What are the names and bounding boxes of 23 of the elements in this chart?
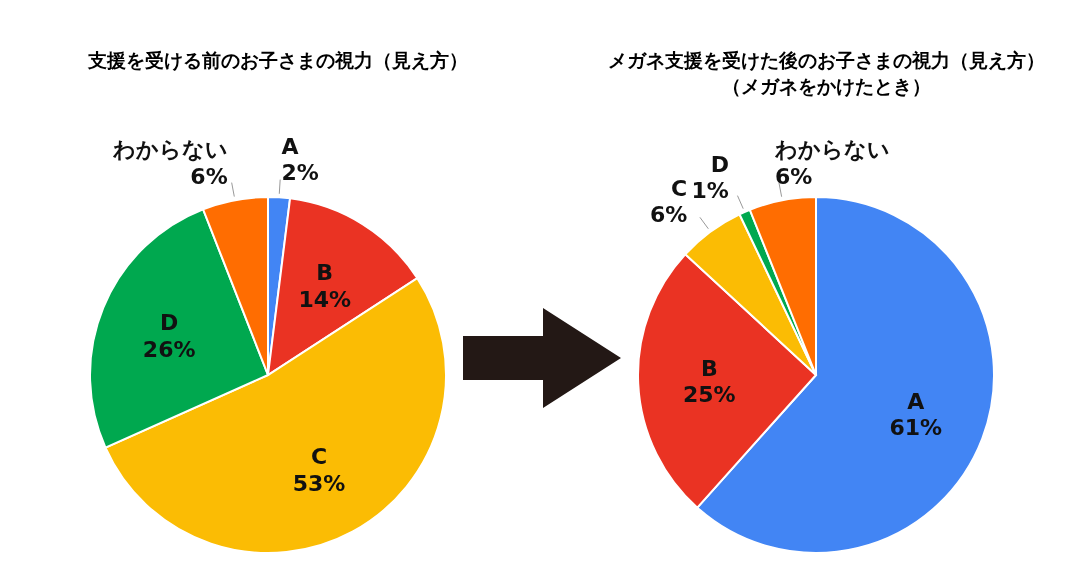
data-label: 53% — [292, 470, 346, 496]
slice-label: D — [710, 151, 729, 177]
slice-label: C — [310, 444, 328, 470]
chart-subtitle: （メガネをかけたとき） — [720, 74, 932, 99]
data-label: 2% — [281, 160, 319, 186]
data-label: 6% — [649, 202, 688, 228]
chart-title: 支援を受ける前のお子さまの視力（見え方） — [87, 48, 469, 73]
data-label: 6% — [774, 163, 813, 189]
chart-title: メガネ支援を受けた後のお子さまの視力（見え方） — [606, 48, 1046, 73]
slice-label: D — [160, 310, 179, 336]
data-label: 61% — [889, 415, 943, 441]
data-label: 6% — [190, 163, 228, 189]
data-label: 14% — [298, 286, 352, 312]
slice-label: B — [700, 355, 718, 381]
slice-label: わからない — [773, 137, 890, 163]
data-label: 26% — [142, 336, 196, 362]
slice-label: B — [316, 260, 334, 286]
slice-label: A — [907, 388, 925, 414]
slice-label: わからない — [111, 137, 228, 163]
slice-label: C — [671, 175, 688, 201]
slice-label: A — [281, 133, 299, 159]
data-label: 1% — [691, 178, 729, 204]
data-label: 25% — [682, 382, 736, 408]
